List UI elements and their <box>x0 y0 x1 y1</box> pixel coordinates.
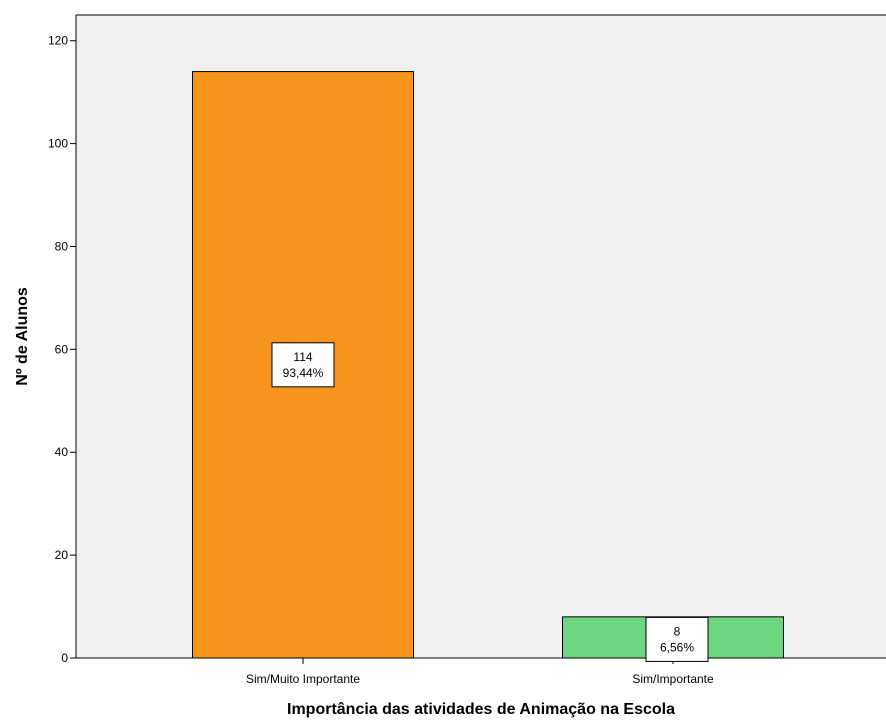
data-label-percent: 93,44% <box>283 366 324 380</box>
x-axis-title: Importância das atividades de Animação n… <box>287 701 675 718</box>
y-axis: 0 20 40 60 80 100 120 <box>48 15 77 665</box>
x-tick-label: Sim/Importante <box>632 672 714 686</box>
y-tick-label: 20 <box>55 548 69 562</box>
y-tick-label: 100 <box>48 137 68 151</box>
y-tick-label: 40 <box>55 445 69 459</box>
y-tick-label: 0 <box>61 651 68 665</box>
y-tick-label: 80 <box>55 239 69 253</box>
data-label-count: 114 <box>293 350 312 364</box>
data-label-box <box>271 342 335 388</box>
data-label-box <box>645 616 709 662</box>
y-tick-label: 60 <box>55 342 69 356</box>
x-tick-label: Sim/Muito Importante <box>246 672 360 686</box>
y-axis-title: Nº de Alunos <box>14 287 31 386</box>
data-labels-group: 114 93,44% 8 6,56% <box>271 342 709 662</box>
x-axis: Sim/Muito Importante Sim/Importante <box>76 657 886 686</box>
data-label-count: 8 <box>674 624 681 638</box>
y-tick-label: 120 <box>48 34 68 48</box>
data-label-percent: 6,56% <box>660 640 694 654</box>
